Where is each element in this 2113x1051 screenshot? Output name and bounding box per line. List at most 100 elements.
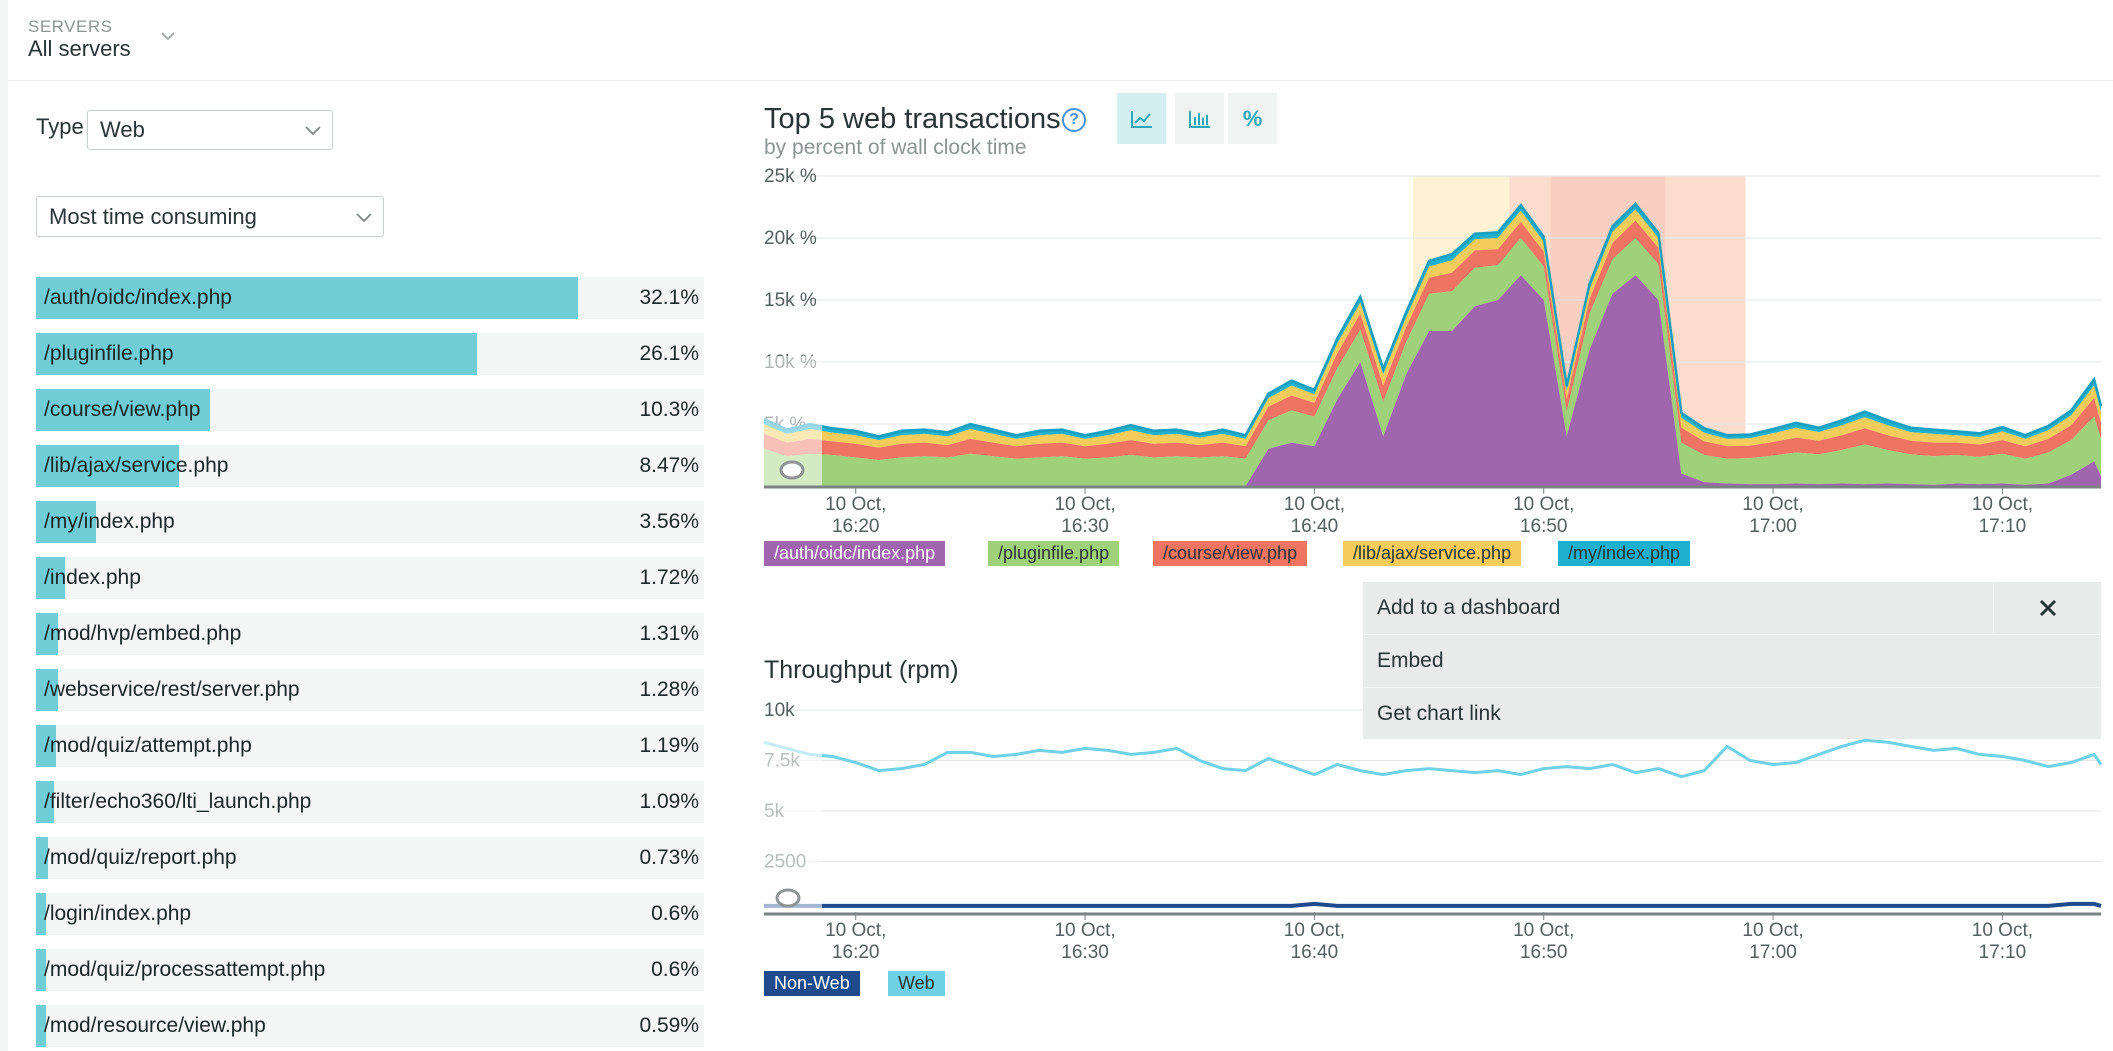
transaction-percent: 3.56% xyxy=(639,510,699,533)
transaction-row[interactable]: /auth/oidc/index.php 32.1% xyxy=(36,277,704,319)
transaction-row[interactable]: /login/index.php 0.6% xyxy=(36,893,704,935)
transaction-percent: 8.47% xyxy=(639,454,699,477)
x-tick-label: 10 Oct, xyxy=(1284,494,1345,515)
transaction-name: /pluginfile.php xyxy=(44,342,174,365)
chevron-down-icon xyxy=(305,126,321,136)
close-menu-button[interactable] xyxy=(1993,583,2102,633)
transaction-row[interactable]: /lib/ajax/service.php 8.47% xyxy=(36,445,704,487)
x-tick-label: 16:30 xyxy=(1061,942,1109,960)
zoom-handle-icon[interactable] xyxy=(779,460,805,480)
x-tick-label: 10 Oct, xyxy=(1742,494,1803,515)
chevron-down-icon xyxy=(356,212,372,222)
x-tick-label: 10 Oct, xyxy=(1513,494,1574,515)
chart-subtitle: by percent of wall clock time xyxy=(764,136,1027,159)
transaction-bar xyxy=(36,333,477,375)
transaction-row[interactable]: /webservice/rest/server.php 1.28% xyxy=(36,669,704,711)
help-icon[interactable]: ? xyxy=(1062,108,1086,132)
legend-item[interactable]: /pluginfile.php xyxy=(988,541,1120,566)
get-chart-link-item[interactable]: Get chart link xyxy=(1363,688,2101,740)
embed-item[interactable]: Embed xyxy=(1363,635,2101,687)
transaction-bar xyxy=(36,781,55,823)
type-select[interactable]: Web xyxy=(87,110,333,150)
transaction-name: /mod/resource/view.php xyxy=(44,1014,266,1037)
transaction-row[interactable]: /mod/quiz/processattempt.php 0.6% xyxy=(36,949,704,991)
series-outline xyxy=(764,202,2103,438)
legend-item[interactable]: /auth/oidc/index.php xyxy=(764,541,946,566)
area-series[interactable] xyxy=(764,238,2101,486)
transaction-name: /my/index.php xyxy=(44,510,175,533)
servers-selector[interactable]: All servers xyxy=(28,36,131,61)
legend-item[interactable]: /my/index.php xyxy=(1558,541,1691,566)
transaction-bar xyxy=(36,1005,46,1047)
transaction-bar xyxy=(36,501,97,543)
transaction-name: /mod/quiz/attempt.php xyxy=(44,734,252,757)
transaction-row[interactable]: /mod/hvp/embed.php 1.31% xyxy=(36,613,704,655)
y-tick-label: 10k xyxy=(764,700,795,721)
x-tick-label: 10 Oct, xyxy=(825,920,886,941)
menu-divider xyxy=(1363,634,2101,635)
x-tick-label: 10 Oct, xyxy=(1284,920,1345,941)
line-series[interactable] xyxy=(764,738,2103,779)
x-tick-label: 16:40 xyxy=(1291,942,1339,960)
x-tick-label: 17:00 xyxy=(1749,516,1797,537)
transaction-row[interactable]: /index.php 1.72% xyxy=(36,557,704,599)
transaction-percent: 0.59% xyxy=(639,1014,699,1037)
transaction-row[interactable]: /my/index.php 3.56% xyxy=(36,501,704,543)
transaction-name: /auth/oidc/index.php xyxy=(44,286,232,309)
transaction-bar xyxy=(36,669,58,711)
transaction-bar xyxy=(36,557,66,599)
bar-chart-icon xyxy=(1188,110,1210,128)
x-tick-label: 16:40 xyxy=(1291,516,1339,537)
bar-chart-button[interactable] xyxy=(1175,93,1224,144)
x-tick-label: 16:20 xyxy=(832,516,880,537)
transaction-percent: 1.28% xyxy=(639,678,699,701)
type-label: Type xyxy=(36,114,84,139)
transaction-bar xyxy=(36,613,59,655)
x-tick-label: 10 Oct, xyxy=(825,494,886,515)
transaction-bar xyxy=(36,389,210,431)
transaction-row[interactable]: /mod/resource/view.php 0.59% xyxy=(36,1005,704,1047)
transaction-name: /mod/hvp/embed.php xyxy=(44,622,242,645)
zoom-handle-icon[interactable] xyxy=(775,888,801,908)
transaction-row[interactable]: /filter/echo360/lti_launch.php 1.09% xyxy=(36,781,704,823)
transaction-name: /mod/quiz/report.php xyxy=(44,846,237,869)
transaction-percent: 32.1% xyxy=(639,286,699,309)
chevron-down-icon[interactable] xyxy=(160,30,176,42)
transaction-name: /login/index.php xyxy=(44,902,192,925)
chart-title: Top 5 web transactions xyxy=(764,103,1061,135)
y-tick-label: 25k % xyxy=(764,168,817,187)
transaction-row[interactable]: /course/view.php 10.3% xyxy=(36,389,704,431)
zoom-overlay xyxy=(764,740,822,912)
transaction-bar xyxy=(36,893,47,935)
embed-label: Embed xyxy=(1377,649,1444,672)
transaction-bar xyxy=(36,277,578,319)
legend-item[interactable]: Non-Web xyxy=(764,971,860,996)
sort-select[interactable]: Most time consuming xyxy=(36,196,384,237)
transaction-percent: 26.1% xyxy=(639,342,699,365)
percent-icon: % xyxy=(1242,105,1263,131)
add-to-dashboard-label: Add to a dashboard xyxy=(1377,596,1561,619)
transaction-name: /mod/quiz/processattempt.php xyxy=(44,958,326,981)
transaction-row[interactable]: /mod/quiz/report.php 0.73% xyxy=(36,837,704,879)
transaction-row[interactable]: /mod/quiz/attempt.php 1.19% xyxy=(36,725,704,767)
legend-item[interactable]: /course/view.php xyxy=(1153,541,1308,566)
x-tick-label: 17:10 xyxy=(1979,516,2027,537)
transaction-name: /course/view.php xyxy=(44,398,201,421)
add-to-dashboard-item[interactable]: Add to a dashboard xyxy=(1363,582,2101,634)
transaction-percent: 0.6% xyxy=(651,958,699,981)
area-series[interactable] xyxy=(764,275,2101,486)
type-select-value: Web xyxy=(100,117,145,142)
x-tick-label: 10 Oct, xyxy=(1054,494,1115,515)
line-series[interactable] xyxy=(764,901,2102,908)
y-tick-label: 20k % xyxy=(764,228,817,249)
percent-chart-button[interactable]: % xyxy=(1228,93,1277,144)
x-tick-label: 17:00 xyxy=(1749,942,1797,960)
transaction-row[interactable]: /pluginfile.php 26.1% xyxy=(36,333,704,375)
legend-item[interactable]: /lib/ajax/service.php xyxy=(1343,541,1522,566)
legend-item[interactable]: Web xyxy=(888,971,945,996)
area-chart-button[interactable] xyxy=(1117,93,1166,144)
transaction-name: /webservice/rest/server.php xyxy=(44,678,300,701)
